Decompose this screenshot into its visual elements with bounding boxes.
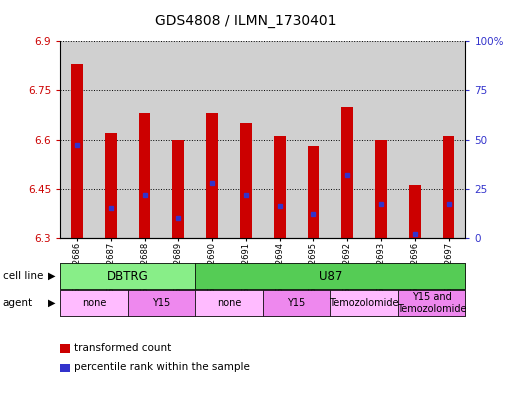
Bar [195,41,229,238]
Bar [409,185,420,238]
Text: cell line: cell line [3,271,43,281]
Bar [431,41,465,238]
Bar [173,140,184,238]
Text: transformed count: transformed count [74,343,171,353]
Bar [60,41,94,238]
Bar [263,41,297,238]
Text: percentile rank within the sample: percentile rank within the sample [74,362,249,373]
Bar [240,123,252,238]
Bar [229,41,263,238]
Text: ▶: ▶ [48,298,55,308]
Bar [162,41,195,238]
Text: DBTRG: DBTRG [107,270,149,283]
Bar [94,41,128,238]
Text: U87: U87 [319,270,342,283]
Bar [342,107,353,238]
Bar [364,41,398,238]
Text: Y15: Y15 [152,298,170,308]
Text: ▶: ▶ [48,271,55,281]
Bar [139,113,151,238]
Bar [128,41,162,238]
Text: none: none [217,298,241,308]
Text: agent: agent [3,298,33,308]
Bar [274,136,286,238]
Bar [398,41,431,238]
Bar [206,113,218,238]
Text: Y15 and
Temozolomide: Y15 and Temozolomide [397,292,467,314]
Text: none: none [82,298,106,308]
Text: Y15: Y15 [288,298,306,308]
Bar [297,41,331,238]
Bar [308,146,320,238]
Bar [105,133,117,238]
Text: GDS4808 / ILMN_1730401: GDS4808 / ILMN_1730401 [155,14,337,28]
Text: Temozolomide: Temozolomide [329,298,399,308]
Bar [71,64,83,238]
Bar [442,136,454,238]
Bar [331,41,364,238]
Bar [375,140,387,238]
